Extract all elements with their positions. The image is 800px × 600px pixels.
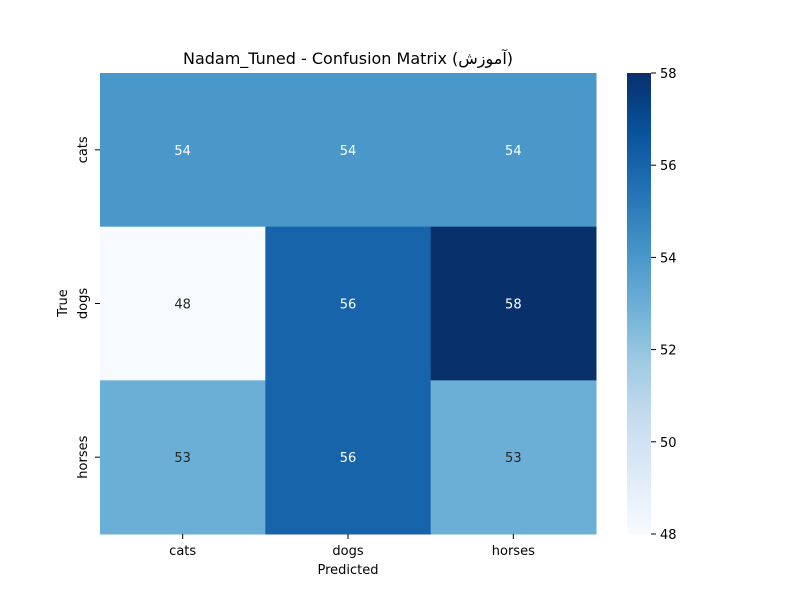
y-tick-label-2: horses bbox=[76, 435, 91, 478]
colorbar-tick-label-4: 56 bbox=[660, 159, 677, 174]
x-axis-label: Predicted bbox=[317, 563, 378, 578]
colorbar-ticks: 48 50 52 54 56 58 bbox=[651, 67, 677, 543]
colorbar-tick-label-5: 58 bbox=[660, 67, 677, 82]
cell-value-label-0-0: 54 bbox=[174, 144, 191, 159]
y-axis-ticks: cats dogs horses bbox=[76, 136, 100, 479]
x-tick-label-1: dogs bbox=[332, 544, 363, 559]
cell-value-label-1-2: 58 bbox=[505, 298, 522, 313]
chart-title: Nadam_Tuned - Confusion Matrix (آموزش) bbox=[183, 49, 513, 69]
cell-value-label-0-1: 54 bbox=[340, 144, 357, 159]
colorbar-tick-label-2: 52 bbox=[660, 344, 677, 359]
heatmap-cell-labels: 54 54 54 48 56 58 53 56 53 bbox=[174, 144, 521, 466]
y-axis-label: True bbox=[56, 289, 71, 318]
colorbar bbox=[627, 73, 651, 534]
y-tick-label-1: dogs bbox=[76, 288, 91, 319]
x-tick-label-0: cats bbox=[169, 544, 196, 559]
x-axis-ticks: cats dogs horses bbox=[169, 534, 535, 559]
cell-value-label-1-1: 56 bbox=[340, 298, 357, 313]
heatmap-cell-2-0 bbox=[100, 380, 266, 535]
heatmap-cells bbox=[100, 73, 597, 535]
heatmap-cell-1-2 bbox=[430, 226, 597, 381]
cell-value-label-0-2: 54 bbox=[505, 144, 522, 159]
colorbar-tick-label-3: 54 bbox=[660, 251, 677, 266]
heatmap-cell-0-2 bbox=[430, 73, 597, 228]
cell-value-label-2-2: 53 bbox=[505, 451, 522, 466]
heatmap-cell-2-1 bbox=[265, 380, 432, 535]
heatmap-cell-1-0 bbox=[100, 226, 266, 381]
heatmap-cell-1-1 bbox=[265, 226, 432, 381]
heatmap-cell-0-0 bbox=[100, 73, 266, 228]
heatmap-cell-2-2 bbox=[430, 380, 597, 535]
heatmap-cell-0-1 bbox=[265, 73, 432, 228]
cell-value-label-1-0: 48 bbox=[174, 298, 191, 313]
cell-value-label-2-1: 56 bbox=[340, 451, 357, 466]
x-tick-label-2: horses bbox=[492, 544, 535, 559]
y-tick-label-0: cats bbox=[76, 136, 91, 163]
colorbar-tick-label-0: 48 bbox=[660, 528, 677, 543]
colorbar-tick-label-1: 50 bbox=[660, 436, 677, 451]
cell-value-label-2-0: 53 bbox=[174, 451, 191, 466]
